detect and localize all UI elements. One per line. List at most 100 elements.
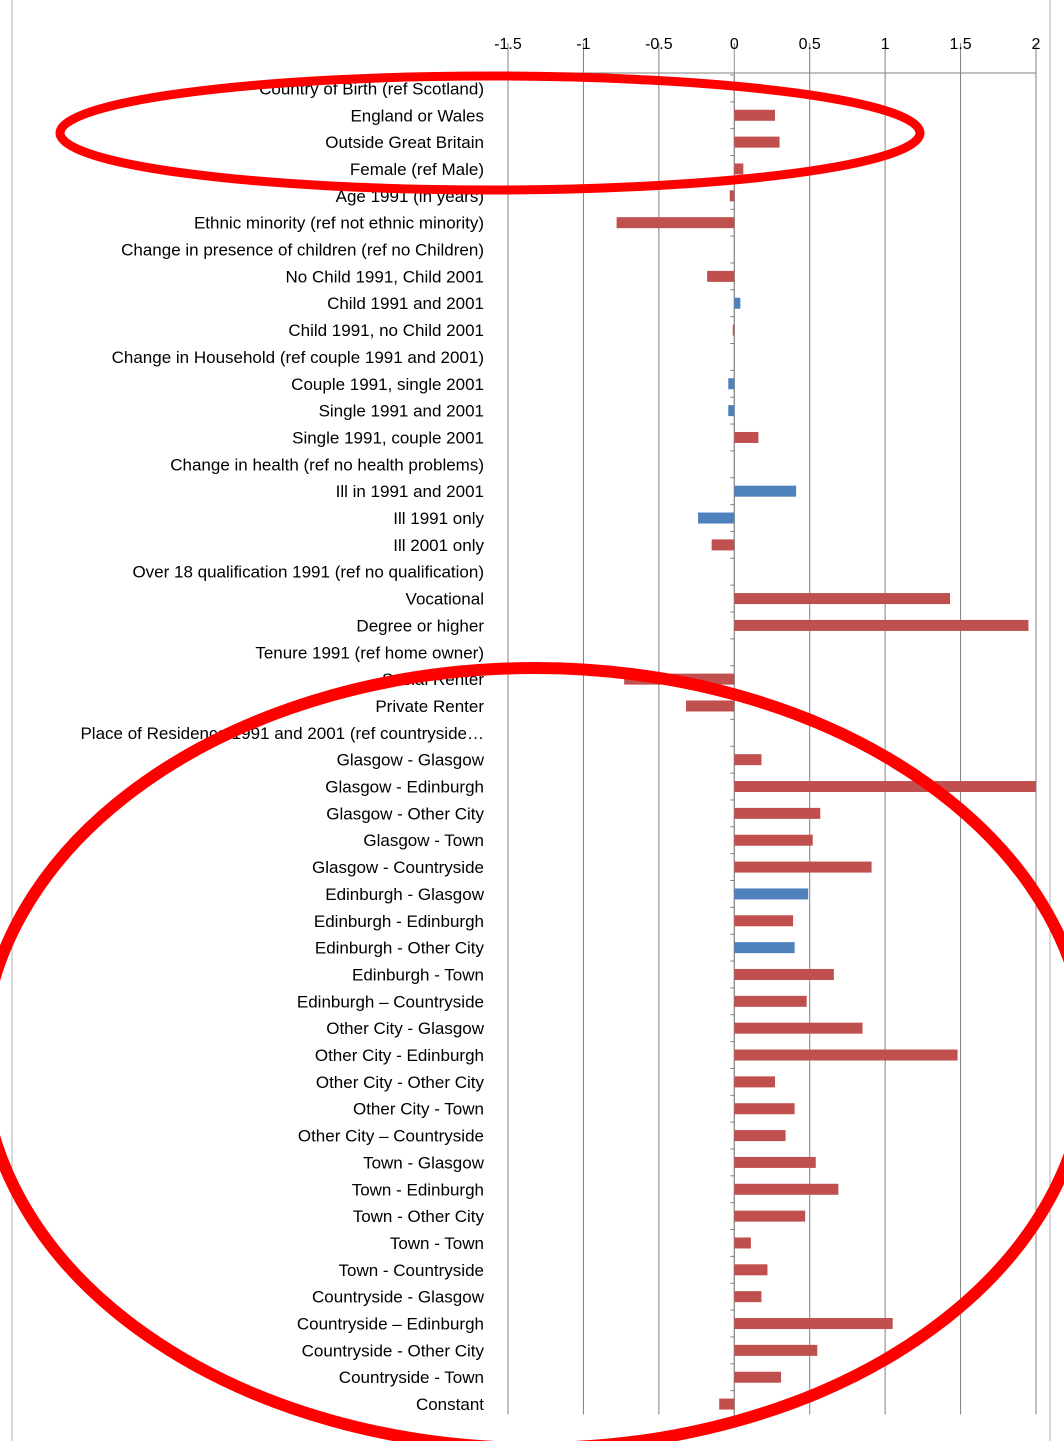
bar <box>734 888 809 900</box>
category-label: Glasgow - Town <box>363 831 484 850</box>
bar <box>616 217 735 229</box>
bar <box>734 1156 816 1168</box>
x-tick-label: 1.5 <box>949 36 971 53</box>
category-label: Child 1991 and 2001 <box>327 294 484 313</box>
x-tick-label: -0.5 <box>645 36 673 53</box>
bar <box>734 995 807 1007</box>
bar <box>734 1344 818 1356</box>
highlight-ellipse-top <box>55 71 925 195</box>
bar <box>734 109 776 121</box>
category-label: Other City - Town <box>353 1100 484 1119</box>
highlight-annotations <box>0 71 1064 1446</box>
category-label: England or Wales <box>350 106 484 125</box>
bar <box>734 781 1036 793</box>
bar <box>734 1183 839 1195</box>
category-label: Countryside - Glasgow <box>312 1288 485 1307</box>
category-label: Single 1991, couple 2001 <box>292 428 484 447</box>
bar <box>734 861 872 873</box>
bar <box>732 324 735 336</box>
bar <box>734 1103 795 1115</box>
bar <box>734 297 741 309</box>
category-label: Glasgow - Glasgow <box>337 751 485 770</box>
bar <box>734 834 813 846</box>
bar <box>734 1237 751 1249</box>
category-label: Vocational <box>406 590 484 609</box>
category-label: Countryside - Town <box>339 1368 484 1387</box>
category-label: Private Renter <box>375 697 484 716</box>
category-label: Place of Residence 1991 and 2001 (ref co… <box>80 724 484 743</box>
bar <box>734 619 1029 631</box>
bar <box>711 539 735 551</box>
bar <box>734 1291 762 1303</box>
bar <box>707 270 735 282</box>
category-label: Change in presence of children (ref no C… <box>121 241 484 260</box>
bar <box>686 700 735 712</box>
bar <box>734 593 951 605</box>
bar <box>734 136 780 148</box>
category-label: Other City – Countryside <box>298 1127 484 1146</box>
category-label: Couple 1991, single 2001 <box>291 375 484 394</box>
bar <box>734 431 759 443</box>
bar <box>729 190 735 202</box>
category-label: Ill 2001 only <box>393 536 484 555</box>
category-label: Outside Great Britain <box>325 133 484 152</box>
category-label: Town - Edinburgh <box>352 1180 484 1199</box>
category-label: Town - Countryside <box>338 1261 484 1280</box>
bar <box>734 1049 958 1061</box>
category-label: Town - Other City <box>353 1207 485 1226</box>
bar <box>734 485 797 497</box>
category-label: Other City - Glasgow <box>326 1019 484 1038</box>
category-label: Countryside – Edinburgh <box>297 1315 484 1334</box>
x-tick-label: 2 <box>1032 36 1041 53</box>
category-label: Edinburgh - Town <box>352 965 484 984</box>
bar <box>734 968 834 980</box>
category-label: Ill 1991 only <box>393 509 484 528</box>
category-label: Other City - Other City <box>316 1073 485 1092</box>
x-tick-label: -1 <box>576 36 590 53</box>
x-tick-label: 0.5 <box>799 36 821 53</box>
category-label: Degree or higher <box>356 616 484 635</box>
category-label: Ill in 1991 and 2001 <box>336 482 484 501</box>
category-label: Ethnic minority (ref not ethnic minority… <box>194 214 484 233</box>
category-label: Over 18 qualification 1991 (ref no quali… <box>132 563 484 582</box>
category-label: Tenure 1991 (ref home owner) <box>255 643 484 662</box>
highlight-ellipse-bottom <box>0 662 1064 1446</box>
category-label: Female (ref Male) <box>350 160 484 179</box>
bar <box>734 1130 786 1142</box>
category-label: Glasgow - Edinburgh <box>325 778 484 797</box>
category-label: Edinburgh – Countryside <box>297 992 484 1011</box>
bar <box>734 1022 863 1034</box>
category-label: Edinburgh - Other City <box>315 939 485 958</box>
bars <box>616 109 1036 1410</box>
x-tick-label: 0 <box>730 36 739 53</box>
category-label: Town - Town <box>390 1234 484 1253</box>
category-label: No Child 1991, Child 2001 <box>286 267 484 286</box>
category-label: Child 1991, no Child 2001 <box>288 321 484 340</box>
category-label: Change in Household (ref couple 1991 and… <box>112 348 484 367</box>
category-label: Glasgow - Countryside <box>312 858 484 877</box>
category-label: Town - Glasgow <box>363 1153 485 1172</box>
x-axis-ticks: -1.5 -1 -0.5 0 0.5 1 1.5 2 <box>494 36 1041 74</box>
x-tick-label: 1 <box>881 36 890 53</box>
bar <box>734 942 795 954</box>
category-label: Single 1991 and 2001 <box>319 402 484 421</box>
bar <box>734 915 794 927</box>
bar <box>719 1398 735 1410</box>
x-tick-label: -1.5 <box>494 36 522 53</box>
bar <box>698 512 735 524</box>
bar <box>728 405 735 417</box>
bar <box>734 754 762 766</box>
bar <box>734 1076 776 1088</box>
bar <box>728 378 735 390</box>
category-label: Edinburgh - Glasgow <box>325 885 484 904</box>
category-label: Constant <box>416 1395 484 1414</box>
bar <box>734 1210 806 1222</box>
bar <box>734 163 744 175</box>
bar <box>734 1371 782 1383</box>
bar <box>734 1264 768 1276</box>
category-label: Edinburgh - Edinburgh <box>314 912 484 931</box>
category-label: Countryside - Other City <box>302 1341 485 1360</box>
category-label: Glasgow - Other City <box>326 804 484 823</box>
